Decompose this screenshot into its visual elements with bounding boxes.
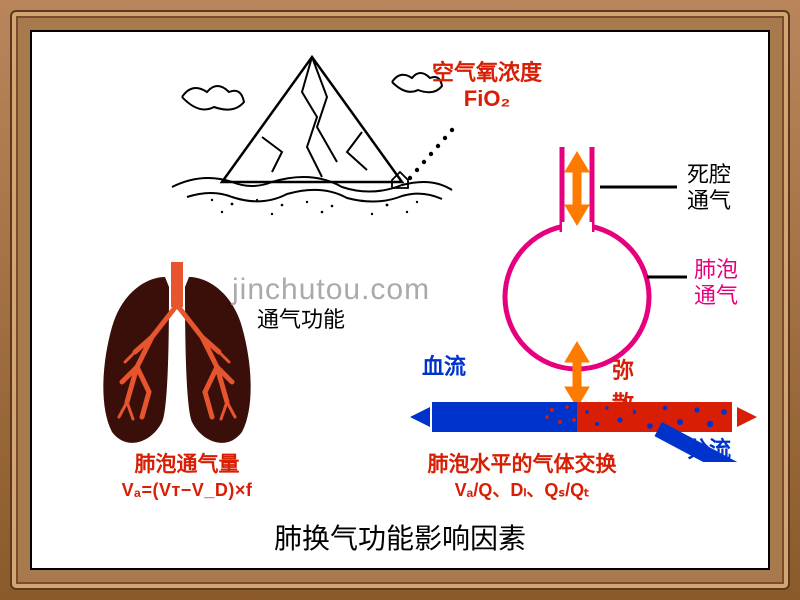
alv-vent-2: 通气	[694, 283, 738, 308]
alv-amt-formula: Vₐ=(Vᴛ−V_D)×f	[122, 480, 253, 500]
alv-vent-1: 肺泡	[694, 257, 738, 282]
diff-1: 弥	[612, 358, 634, 383]
air-oxygen-text: 空气氧浓度	[432, 60, 542, 85]
exchange-formula: Vₐ/Q、Dₗ、Qₛ/Qₜ	[455, 480, 590, 500]
alveolar-vent-label: 肺泡 通气	[694, 257, 738, 310]
dead-space-1: 死腔	[687, 162, 731, 187]
canvas: 空气氧浓度 FiO₂ 死腔 通气 肺泡 通气	[30, 30, 770, 570]
blood-flow-label: 血流	[422, 354, 466, 380]
diffusion-label: 弥 散	[612, 354, 634, 420]
diff-2: 散	[612, 391, 634, 416]
vent-function-label: 通气功能	[257, 307, 345, 333]
exchange-text: 肺泡水平的气体交换	[428, 453, 617, 476]
outer-frame: 空气氧浓度 FiO₂ 死腔 通气 肺泡 通气	[10, 10, 790, 590]
dead-space-2: 通气	[687, 188, 731, 213]
fio2-text: FiO₂	[464, 86, 510, 111]
diagram-title: 肺换气功能影响因素	[32, 522, 768, 556]
air-oxygen-label: 空气氧浓度 FiO₂	[432, 60, 542, 113]
exchange-label: 肺泡水平的气体交换 Vₐ/Q、Dₗ、Qₛ/Qₜ	[402, 452, 642, 502]
dead-space-label: 死腔 通气	[687, 162, 731, 215]
watermark: jinchutou.com	[232, 272, 430, 308]
shunt-label: 分流	[687, 437, 731, 463]
alveolar-amount-label: 肺泡通气量 Vₐ=(Vᴛ−V_D)×f	[87, 452, 287, 502]
mountain-illustration	[162, 42, 462, 222]
alv-amt-text: 肺泡通气量	[135, 453, 240, 476]
